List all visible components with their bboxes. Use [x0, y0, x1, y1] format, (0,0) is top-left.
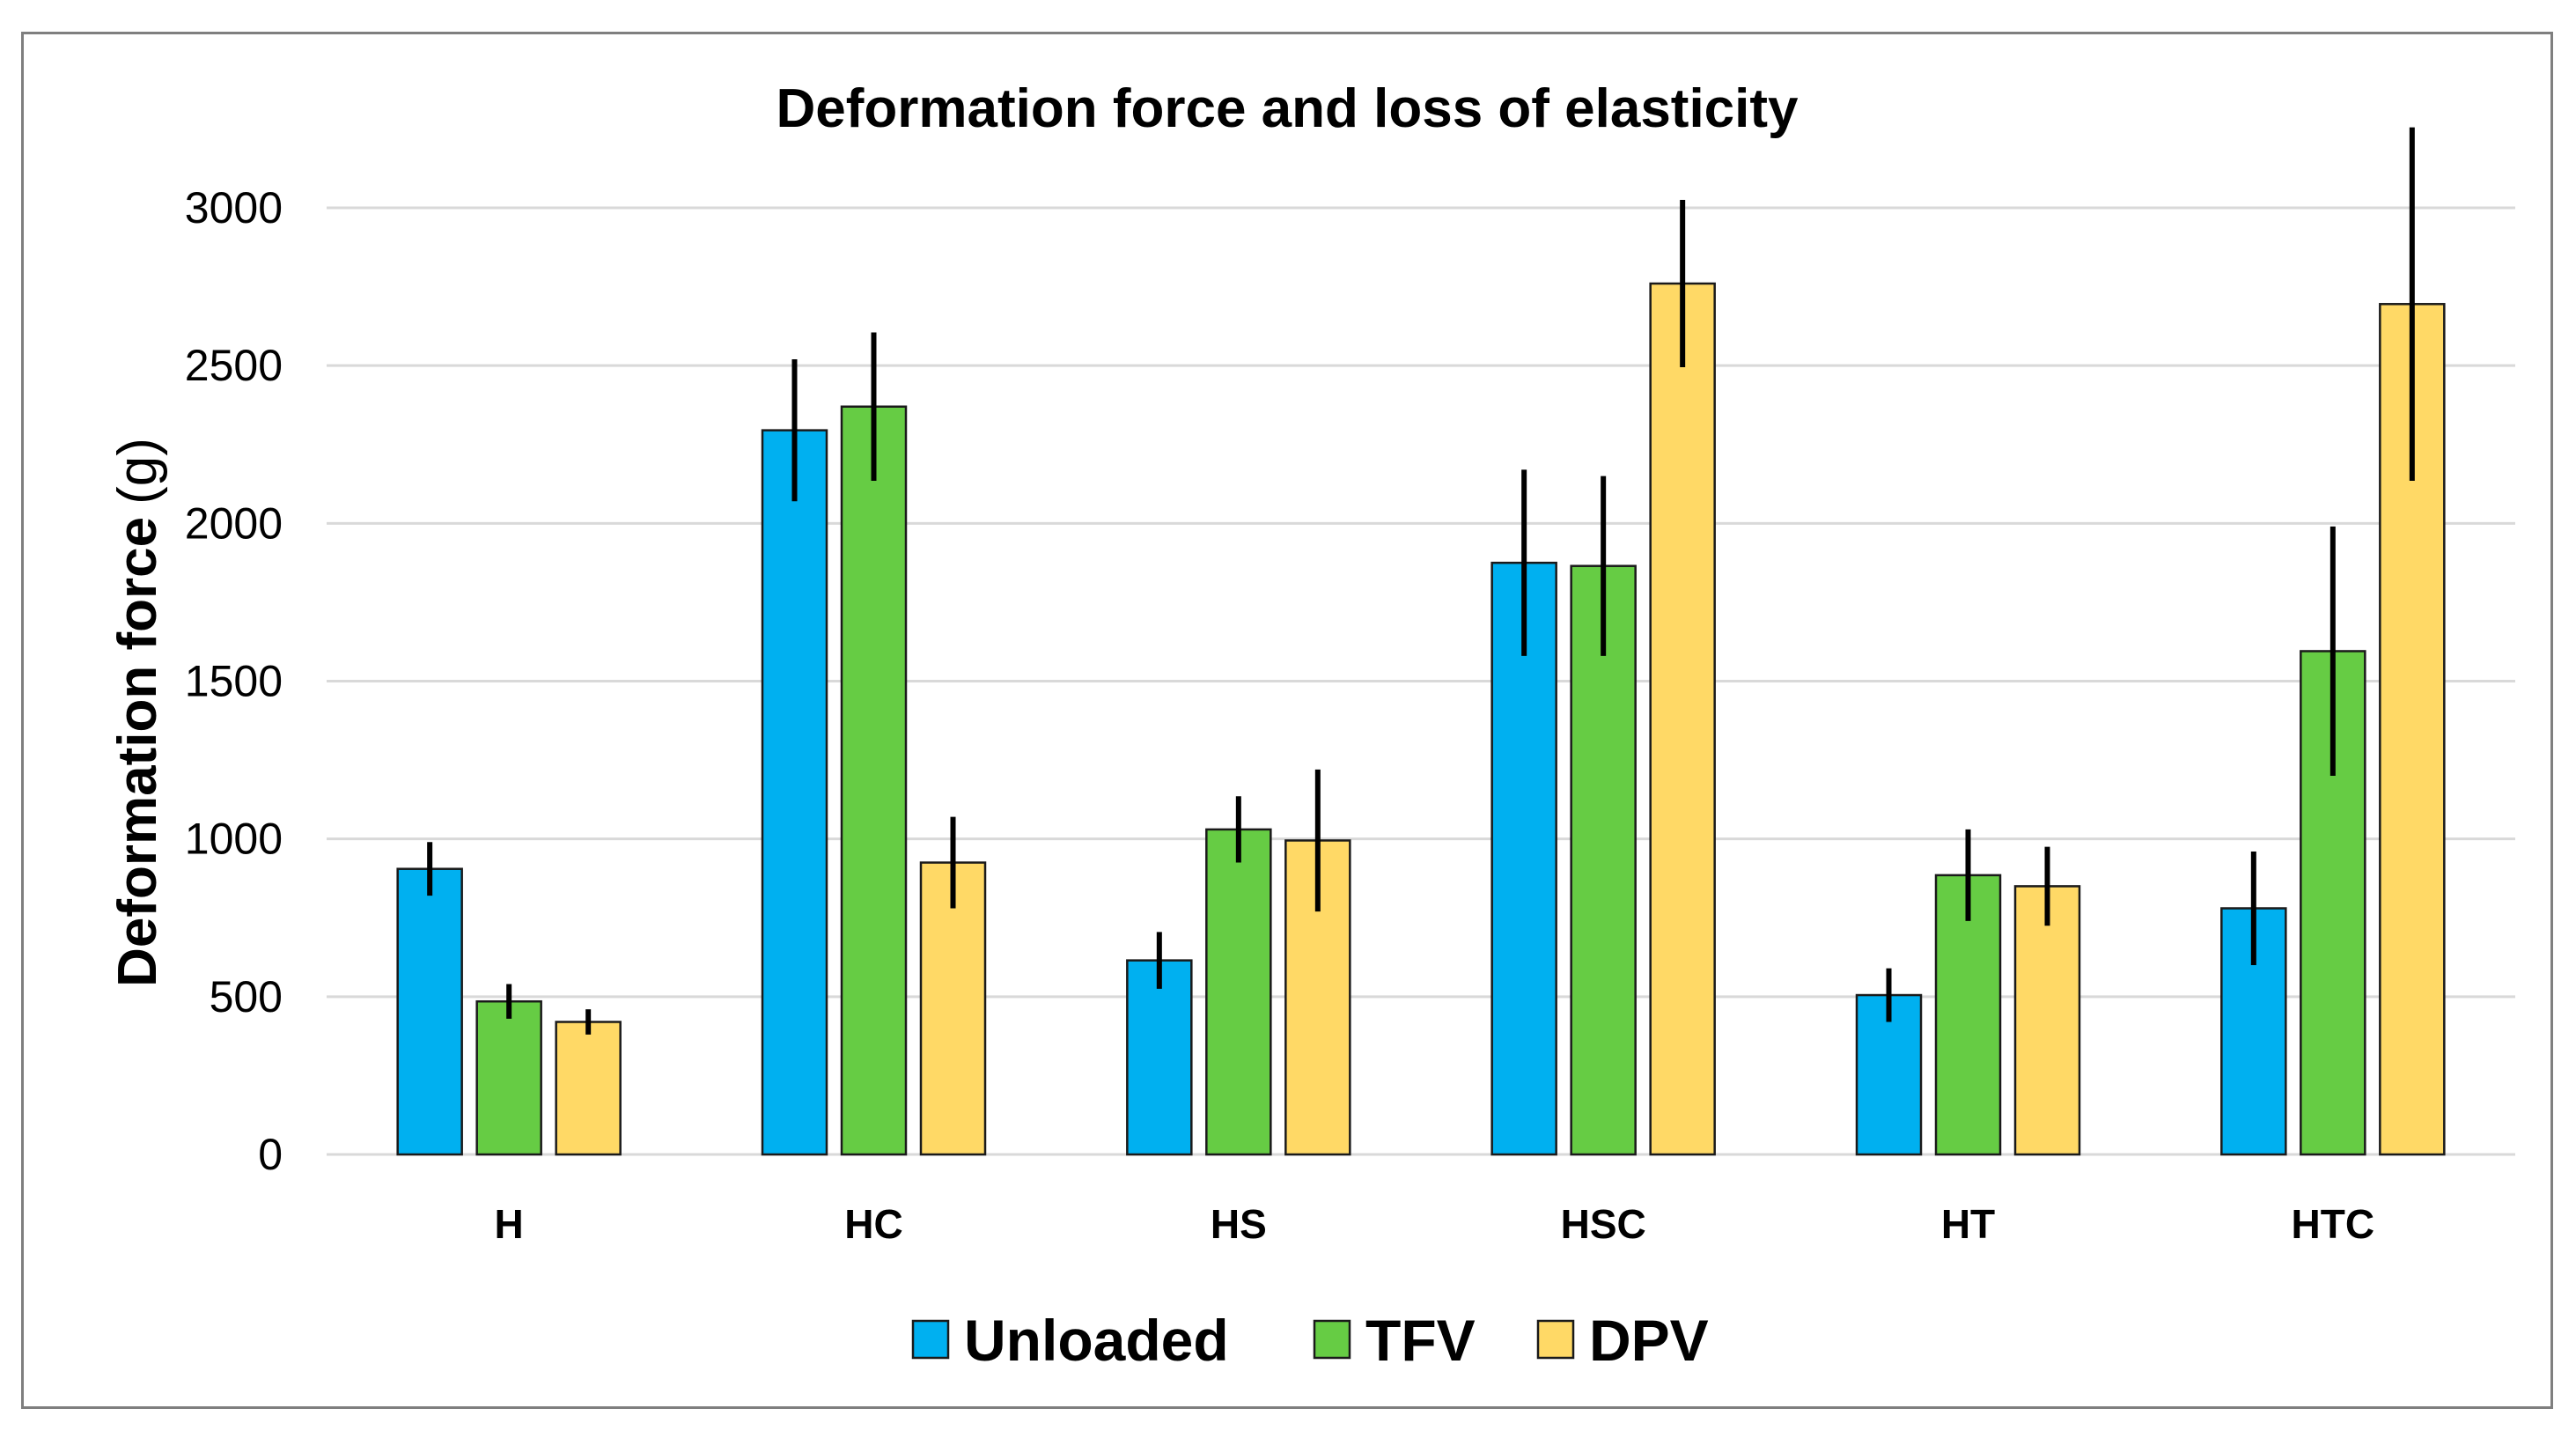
x-axis-ticks: H HC HS HSC HT HTC: [495, 1201, 2375, 1247]
x-tick-label: HT: [1941, 1201, 1995, 1247]
bar-tfv-h: [475, 999, 542, 1156]
legend: Unloaded TFV DPV: [911, 1308, 1709, 1373]
bar-unloaded-h: [396, 867, 463, 1156]
bar-dpv-hc: [919, 861, 987, 1156]
x-tick-label: HC: [844, 1201, 902, 1247]
y-axis-label-text: Deformation force: [107, 517, 168, 987]
bar-unloaded-hs: [1126, 959, 1193, 1156]
x-tick-label: HTC: [2292, 1201, 2375, 1247]
bar-dpv-ht: [2013, 885, 2081, 1156]
legend-swatch-tfv: [1313, 1319, 1351, 1360]
bar-chart: Deformation force and loss of elasticity…: [107, 78, 2515, 1373]
legend-swatch-dpv: [1536, 1319, 1575, 1360]
bar-dpv-hsc: [1649, 282, 1716, 1156]
bar-tfv-hsc: [1570, 564, 1637, 1156]
legend-label-dpv: DPV: [1589, 1308, 1709, 1373]
bar-tfv-ht: [1934, 874, 2002, 1156]
x-tick-label: HSC: [1561, 1201, 1646, 1247]
bars: [396, 282, 2446, 1156]
y-axis-label-unit: (g): [107, 438, 168, 505]
chart-frame: Deformation force and loss of elasticity…: [21, 32, 2553, 1409]
y-tick-label: 2500: [185, 341, 283, 390]
bar-dpv-h: [555, 1021, 622, 1156]
y-tick-label: 0: [258, 1130, 283, 1179]
legend-swatch-unloaded: [911, 1319, 950, 1360]
legend-label-unloaded: Unloaded: [964, 1308, 1229, 1373]
bar-unloaded-hc: [761, 429, 828, 1156]
gridlines: [327, 206, 2515, 1156]
bar-tfv-htc: [2300, 650, 2366, 1156]
y-tick-label: 1000: [185, 815, 283, 864]
y-axis-label: Deformation force (g): [107, 438, 168, 987]
y-tick-label: 2000: [185, 498, 283, 548]
x-tick-label: H: [495, 1201, 524, 1247]
error-bars: [427, 127, 2415, 1035]
chart-title: Deformation force and loss of elasticity: [776, 78, 1799, 139]
bar-unloaded-hsc: [1490, 561, 1557, 1156]
y-axis-ticks: 0 500 1000 1500 2000 2500 3000: [185, 183, 283, 1179]
y-tick-label: 1500: [185, 657, 283, 706]
y-tick-label: 3000: [185, 183, 283, 232]
bar-tfv-hs: [1205, 828, 1272, 1156]
legend-label-tfv: TFV: [1365, 1308, 1476, 1373]
x-tick-label: HS: [1211, 1201, 1267, 1247]
bar-unloaded-htc: [2220, 907, 2287, 1156]
y-tick-label: 500: [210, 972, 283, 1021]
bar-tfv-hc: [840, 405, 908, 1156]
